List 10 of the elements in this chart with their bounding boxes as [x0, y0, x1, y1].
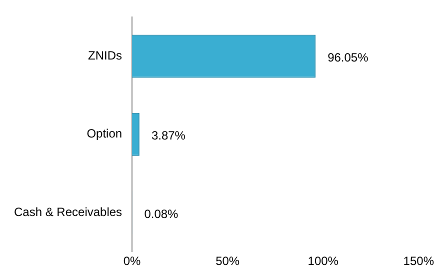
data-label: 0.08% — [144, 206, 179, 221]
x-tick-label: 150% — [403, 254, 434, 268]
data-label: 96.05% — [328, 50, 369, 65]
y-tick-label: Cash & Receivables — [14, 204, 122, 219]
x-tick-label: 0% — [123, 254, 142, 268]
y-tick-label: Option — [86, 126, 122, 141]
y-tick-label: ZNIDs — [88, 48, 122, 63]
x-tick-label: 50% — [216, 254, 240, 268]
data-label: 3.87% — [151, 128, 186, 143]
x-tick-label: 100% — [308, 254, 339, 268]
